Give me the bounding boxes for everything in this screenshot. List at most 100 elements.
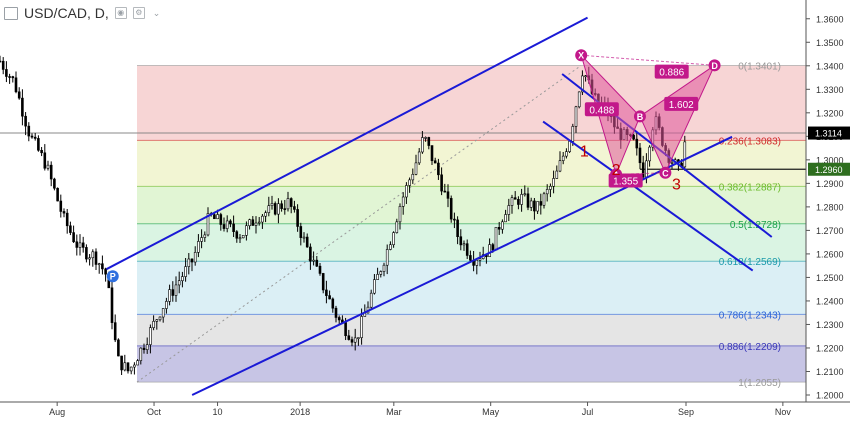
price-candle-body <box>373 279 376 294</box>
fib-level-label: 0.236(1.3083) <box>719 136 781 147</box>
price-candle-body <box>513 197 517 200</box>
chevron-down-icon[interactable]: ⌄ <box>152 7 161 18</box>
price-candle-body <box>533 200 536 212</box>
price-axis-label: 1.3000 <box>816 155 844 165</box>
price-axis-label: 1.3600 <box>816 14 844 24</box>
price-marker-label: P <box>110 272 116 282</box>
price-candle-body <box>206 213 210 236</box>
price-candle-body <box>267 205 271 213</box>
price-axis-label: 1.2600 <box>816 249 844 259</box>
price-candle-body <box>421 137 424 153</box>
price-candle-body <box>24 115 27 127</box>
pattern-ratio-label: 0.488 <box>589 105 614 116</box>
pattern-point-marker <box>708 59 721 72</box>
price-candle-body <box>357 337 360 339</box>
symbol-title: USD/CAD, D, <box>24 5 109 21</box>
price-candle-body <box>494 226 498 251</box>
price-candle-body <box>645 160 648 178</box>
price-candle-body <box>584 75 587 78</box>
price-candle-body <box>264 212 267 217</box>
price-candle-body <box>133 364 136 368</box>
price-candle-body <box>561 155 565 161</box>
price-candle-body <box>17 91 21 99</box>
price-candle-body <box>37 138 40 151</box>
fib-band <box>137 186 806 224</box>
price-candle-body <box>565 151 568 157</box>
price-candle-body <box>446 191 450 199</box>
price-axis-label: 1.2200 <box>816 343 844 353</box>
price-candle-body <box>273 203 277 215</box>
price-candle-body <box>245 225 248 236</box>
price-tag-label: 1.3114 <box>815 129 842 139</box>
price-tag-label: 1.2960 <box>815 165 843 175</box>
price-candle-body <box>149 327 152 345</box>
pattern-ratio-badge <box>654 64 689 79</box>
price-candle-body <box>309 246 312 262</box>
price-candle-body <box>293 206 296 210</box>
price-candle-body <box>33 136 37 139</box>
price-candle-body <box>27 125 31 137</box>
price-candle-body <box>69 225 72 233</box>
price-candle-body <box>318 265 322 274</box>
price-candle-body <box>248 219 251 227</box>
price-candle-body <box>280 203 283 209</box>
price-candle-body <box>414 162 418 175</box>
price-candle-body <box>152 321 155 328</box>
price-candle-body <box>305 236 309 248</box>
price-candle-body <box>497 226 501 230</box>
price-candle-body <box>331 298 335 309</box>
price-candle-body <box>504 214 507 223</box>
price-candle-body <box>385 249 389 266</box>
fib-level-label: 0.886(1.2209) <box>719 342 781 353</box>
price-candle-body <box>110 287 114 323</box>
price-candle-body <box>417 151 421 164</box>
eye-icon[interactable]: ◉ <box>114 7 127 19</box>
price-candle-body <box>411 174 415 181</box>
gear-icon[interactable]: ⚙ <box>132 7 145 19</box>
price-axis-label: 1.2300 <box>816 320 844 330</box>
price-candle-body <box>229 220 232 225</box>
price-candle-body <box>549 185 552 190</box>
price-candle-body <box>430 145 434 162</box>
price-candle-body <box>683 141 687 168</box>
price-candle-body <box>62 211 66 214</box>
price-candle-body <box>8 76 11 78</box>
fib-band <box>137 140 806 187</box>
pattern-xd-line <box>581 54 715 66</box>
price-axis-label: 1.3400 <box>816 61 844 71</box>
price-axis-label: 1.2000 <box>816 391 844 401</box>
price-candle-body <box>1 60 5 70</box>
price-candle-body <box>641 162 645 178</box>
price-candle-body <box>440 174 443 192</box>
price-candle-body <box>187 258 191 267</box>
price-candle-body <box>328 295 331 300</box>
price-candle-body <box>177 280 181 286</box>
price-candle-body <box>555 170 559 179</box>
price-axis-label: 1.2400 <box>816 296 844 306</box>
price-candle-body <box>126 362 130 372</box>
price-axis-label: 1.3300 <box>816 85 844 95</box>
price-candle-body <box>49 164 53 180</box>
price-tag <box>808 162 850 176</box>
price-candle-body <box>88 257 91 260</box>
price-candle-body <box>376 274 379 280</box>
price-candle-body <box>552 178 555 187</box>
fib-band <box>137 345 806 383</box>
price-candle-body <box>574 106 578 127</box>
price-axis-bg <box>806 0 850 402</box>
price-candle-body <box>225 220 229 229</box>
fib-band <box>137 261 806 315</box>
price-candle-body <box>526 193 530 208</box>
menu-icon[interactable] <box>4 6 18 20</box>
wave-label: 1 <box>580 143 589 160</box>
price-candle-body <box>465 243 469 256</box>
price-candle-body <box>46 164 50 169</box>
price-axis-label: 1.3200 <box>816 108 844 118</box>
price-candle-body <box>158 316 162 321</box>
price-candle-body <box>97 263 101 266</box>
price-candle-body <box>171 289 175 296</box>
price-candle-body <box>283 208 287 210</box>
price-candle-body <box>478 258 482 261</box>
price-candle-body <box>443 190 447 193</box>
